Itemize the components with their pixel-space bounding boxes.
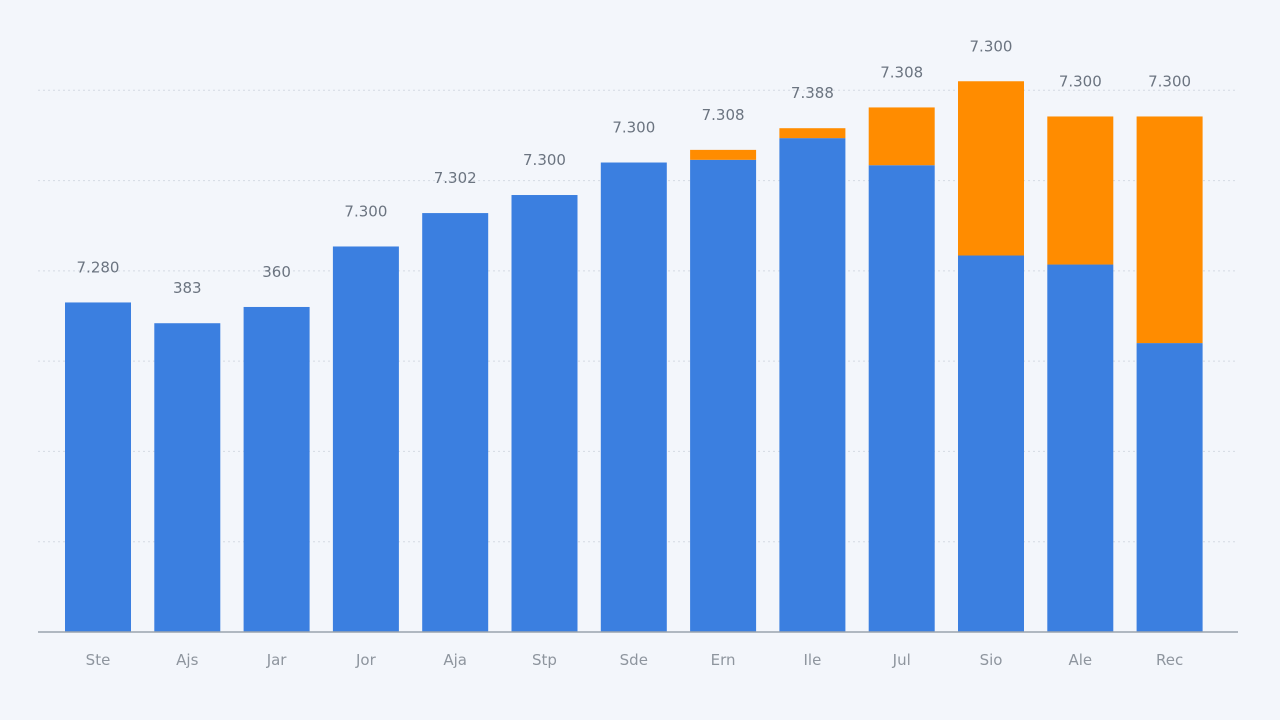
bar-ale-series-1 [1047, 264, 1114, 632]
bar-sio-series-2 [958, 81, 1024, 256]
x-tick-stp: Stp [532, 651, 557, 669]
bar-ern-series-1 [690, 159, 757, 632]
x-tick-jul: Jul [892, 651, 911, 669]
bar-ajs-series-1 [154, 323, 221, 632]
x-tick-ale: Ale [1068, 651, 1092, 669]
bar-sio-series-1 [958, 255, 1024, 632]
bar-sde-series-1 [600, 162, 667, 632]
bar-aja-series-1 [422, 213, 489, 632]
x-tick-rec: Rec [1156, 651, 1183, 669]
value-label-rec: 7.300 [1148, 72, 1191, 90]
bar-ste-series-1 [65, 302, 131, 632]
bar-rec-series-2 [1136, 116, 1203, 344]
bar-jul-series-2 [868, 107, 935, 166]
bar-ile-series-1 [779, 138, 846, 632]
value-labels: 7.280 383 360 7.300 7.302 7.300 7.300 7.308 7.38… [77, 37, 1192, 297]
bar-rec-series-1 [1136, 343, 1203, 632]
value-label-sio: 7.300 [970, 37, 1013, 55]
bar-ale-series-2 [1047, 116, 1114, 265]
x-tick-sio: Sio [980, 651, 1003, 669]
bar-ile-series-2 [779, 128, 846, 139]
value-label-jar: 360 [262, 263, 291, 281]
x-tick-ste: Ste [86, 651, 111, 669]
x-axis-ticks: Ste Ajs Jar Jor Aja Stp Sde Ern Ile Jul Sio Ale Rec [86, 651, 1184, 669]
value-label-jor: 7.300 [344, 202, 387, 220]
value-label-aja: 7.302 [434, 169, 477, 187]
x-tick-sde: Sde [620, 651, 648, 669]
bar-stp-series-1 [511, 195, 578, 632]
x-tick-ile: Ile [803, 651, 821, 669]
bar-jul-series-1 [868, 165, 935, 633]
x-tick-jor: Jor [355, 651, 377, 669]
value-label-sde: 7.300 [612, 119, 655, 137]
value-label-ajs: 383 [173, 279, 202, 297]
x-tick-ern: Ern [711, 651, 736, 669]
value-label-ste: 7.280 [77, 258, 120, 276]
x-tick-jar: Jar [266, 651, 288, 669]
bar-ern-series-2 [690, 149, 757, 160]
value-label-stp: 7.300 [523, 151, 566, 169]
x-tick-aja: Aja [443, 651, 467, 669]
value-label-ile: 7.388 [791, 84, 834, 102]
bar-jar-series-1 [243, 306, 310, 632]
x-tick-ajs: Ajs [176, 651, 198, 669]
value-label-ale: 7.300 [1059, 72, 1102, 90]
bars [65, 81, 1203, 633]
value-label-ern: 7.308 [702, 106, 745, 124]
value-label-jul: 7.308 [880, 63, 923, 81]
bar-jor-series-1 [332, 246, 399, 633]
